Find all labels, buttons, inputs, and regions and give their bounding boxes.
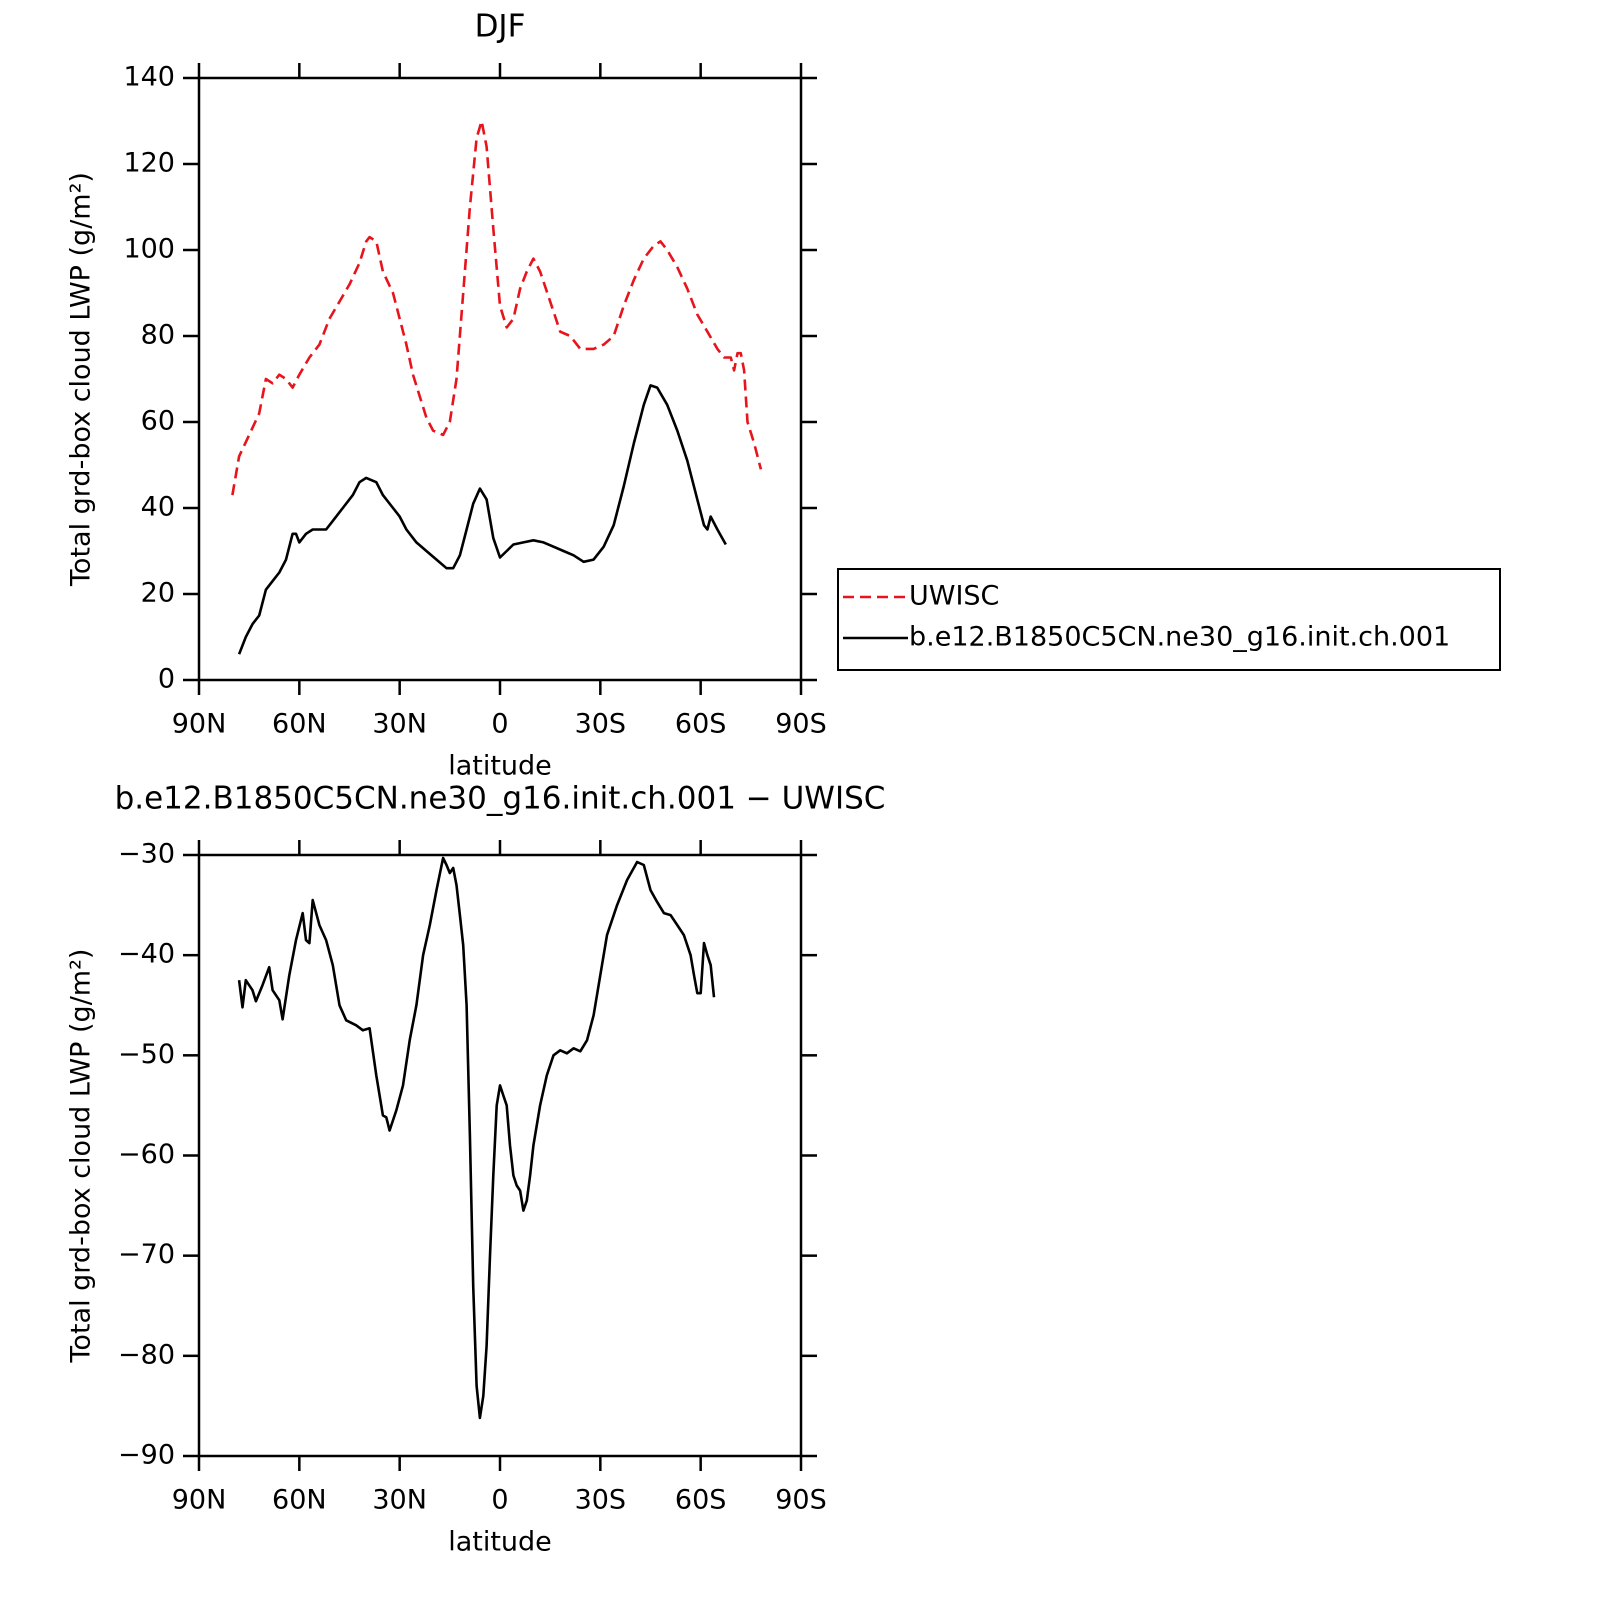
- legend-box: [837, 568, 1501, 671]
- x-axis-label: latitude: [448, 1527, 552, 1558]
- plot-frame: [197, 76, 803, 682]
- x-tick-label: 30S: [575, 709, 627, 740]
- plot-frame: [197, 853, 803, 1458]
- x-tick-label: 60S: [675, 1485, 727, 1516]
- y-tick-label: −90: [118, 1440, 175, 1471]
- y-tick-label: −60: [118, 1139, 175, 1170]
- y-tick-label: −80: [118, 1339, 175, 1370]
- y-axis-label: Total grd-box cloud LWP (g/m²): [66, 949, 97, 1364]
- y-tick-label: −30: [118, 839, 175, 870]
- y-tick-label: 80: [141, 320, 175, 351]
- x-tick-label: 0: [491, 709, 508, 740]
- y-tick-label: 60: [141, 406, 175, 437]
- x-tick-label: 90N: [172, 709, 227, 740]
- data-line: [237, 384, 727, 655]
- y-tick-label: 20: [141, 578, 175, 609]
- legend-label: b.e12.B1850C5CN.ne30_g16.init.ch.001: [909, 622, 1450, 653]
- y-tick-label: −40: [118, 939, 175, 970]
- chart-title: b.e12.B1850C5CN.ne30_g16.init.ch.001 − U…: [115, 781, 886, 817]
- x-tick-label: 90N: [172, 1485, 227, 1516]
- x-tick-label: 30N: [372, 1485, 427, 1516]
- x-tick-label: 0: [491, 1485, 508, 1516]
- x-tick-label: 30S: [575, 1485, 627, 1516]
- x-tick-label: 60N: [272, 1485, 327, 1516]
- x-tick-label: 60N: [272, 709, 327, 740]
- data-line: [237, 856, 716, 1420]
- y-axis-label: Total grd-box cloud LWP (g/m²): [66, 172, 97, 587]
- y-tick-label: −70: [118, 1239, 175, 1270]
- y-tick-label: 120: [123, 148, 175, 179]
- x-tick-label: 90S: [775, 1485, 827, 1516]
- x-axis-label: latitude: [448, 751, 552, 782]
- y-tick-label: 40: [141, 492, 175, 523]
- y-tick-label: 140: [123, 62, 175, 93]
- y-tick-label: −50: [118, 1039, 175, 1070]
- y-tick-label: 100: [123, 234, 175, 265]
- x-tick-label: 60S: [675, 709, 727, 740]
- x-tick-label: 90S: [775, 709, 827, 740]
- legend-label: UWISC: [909, 581, 999, 612]
- x-tick-label: 30N: [372, 709, 427, 740]
- chart-title: DJF: [475, 9, 526, 45]
- data-line: [231, 119, 763, 496]
- y-tick-label: 0: [158, 664, 175, 695]
